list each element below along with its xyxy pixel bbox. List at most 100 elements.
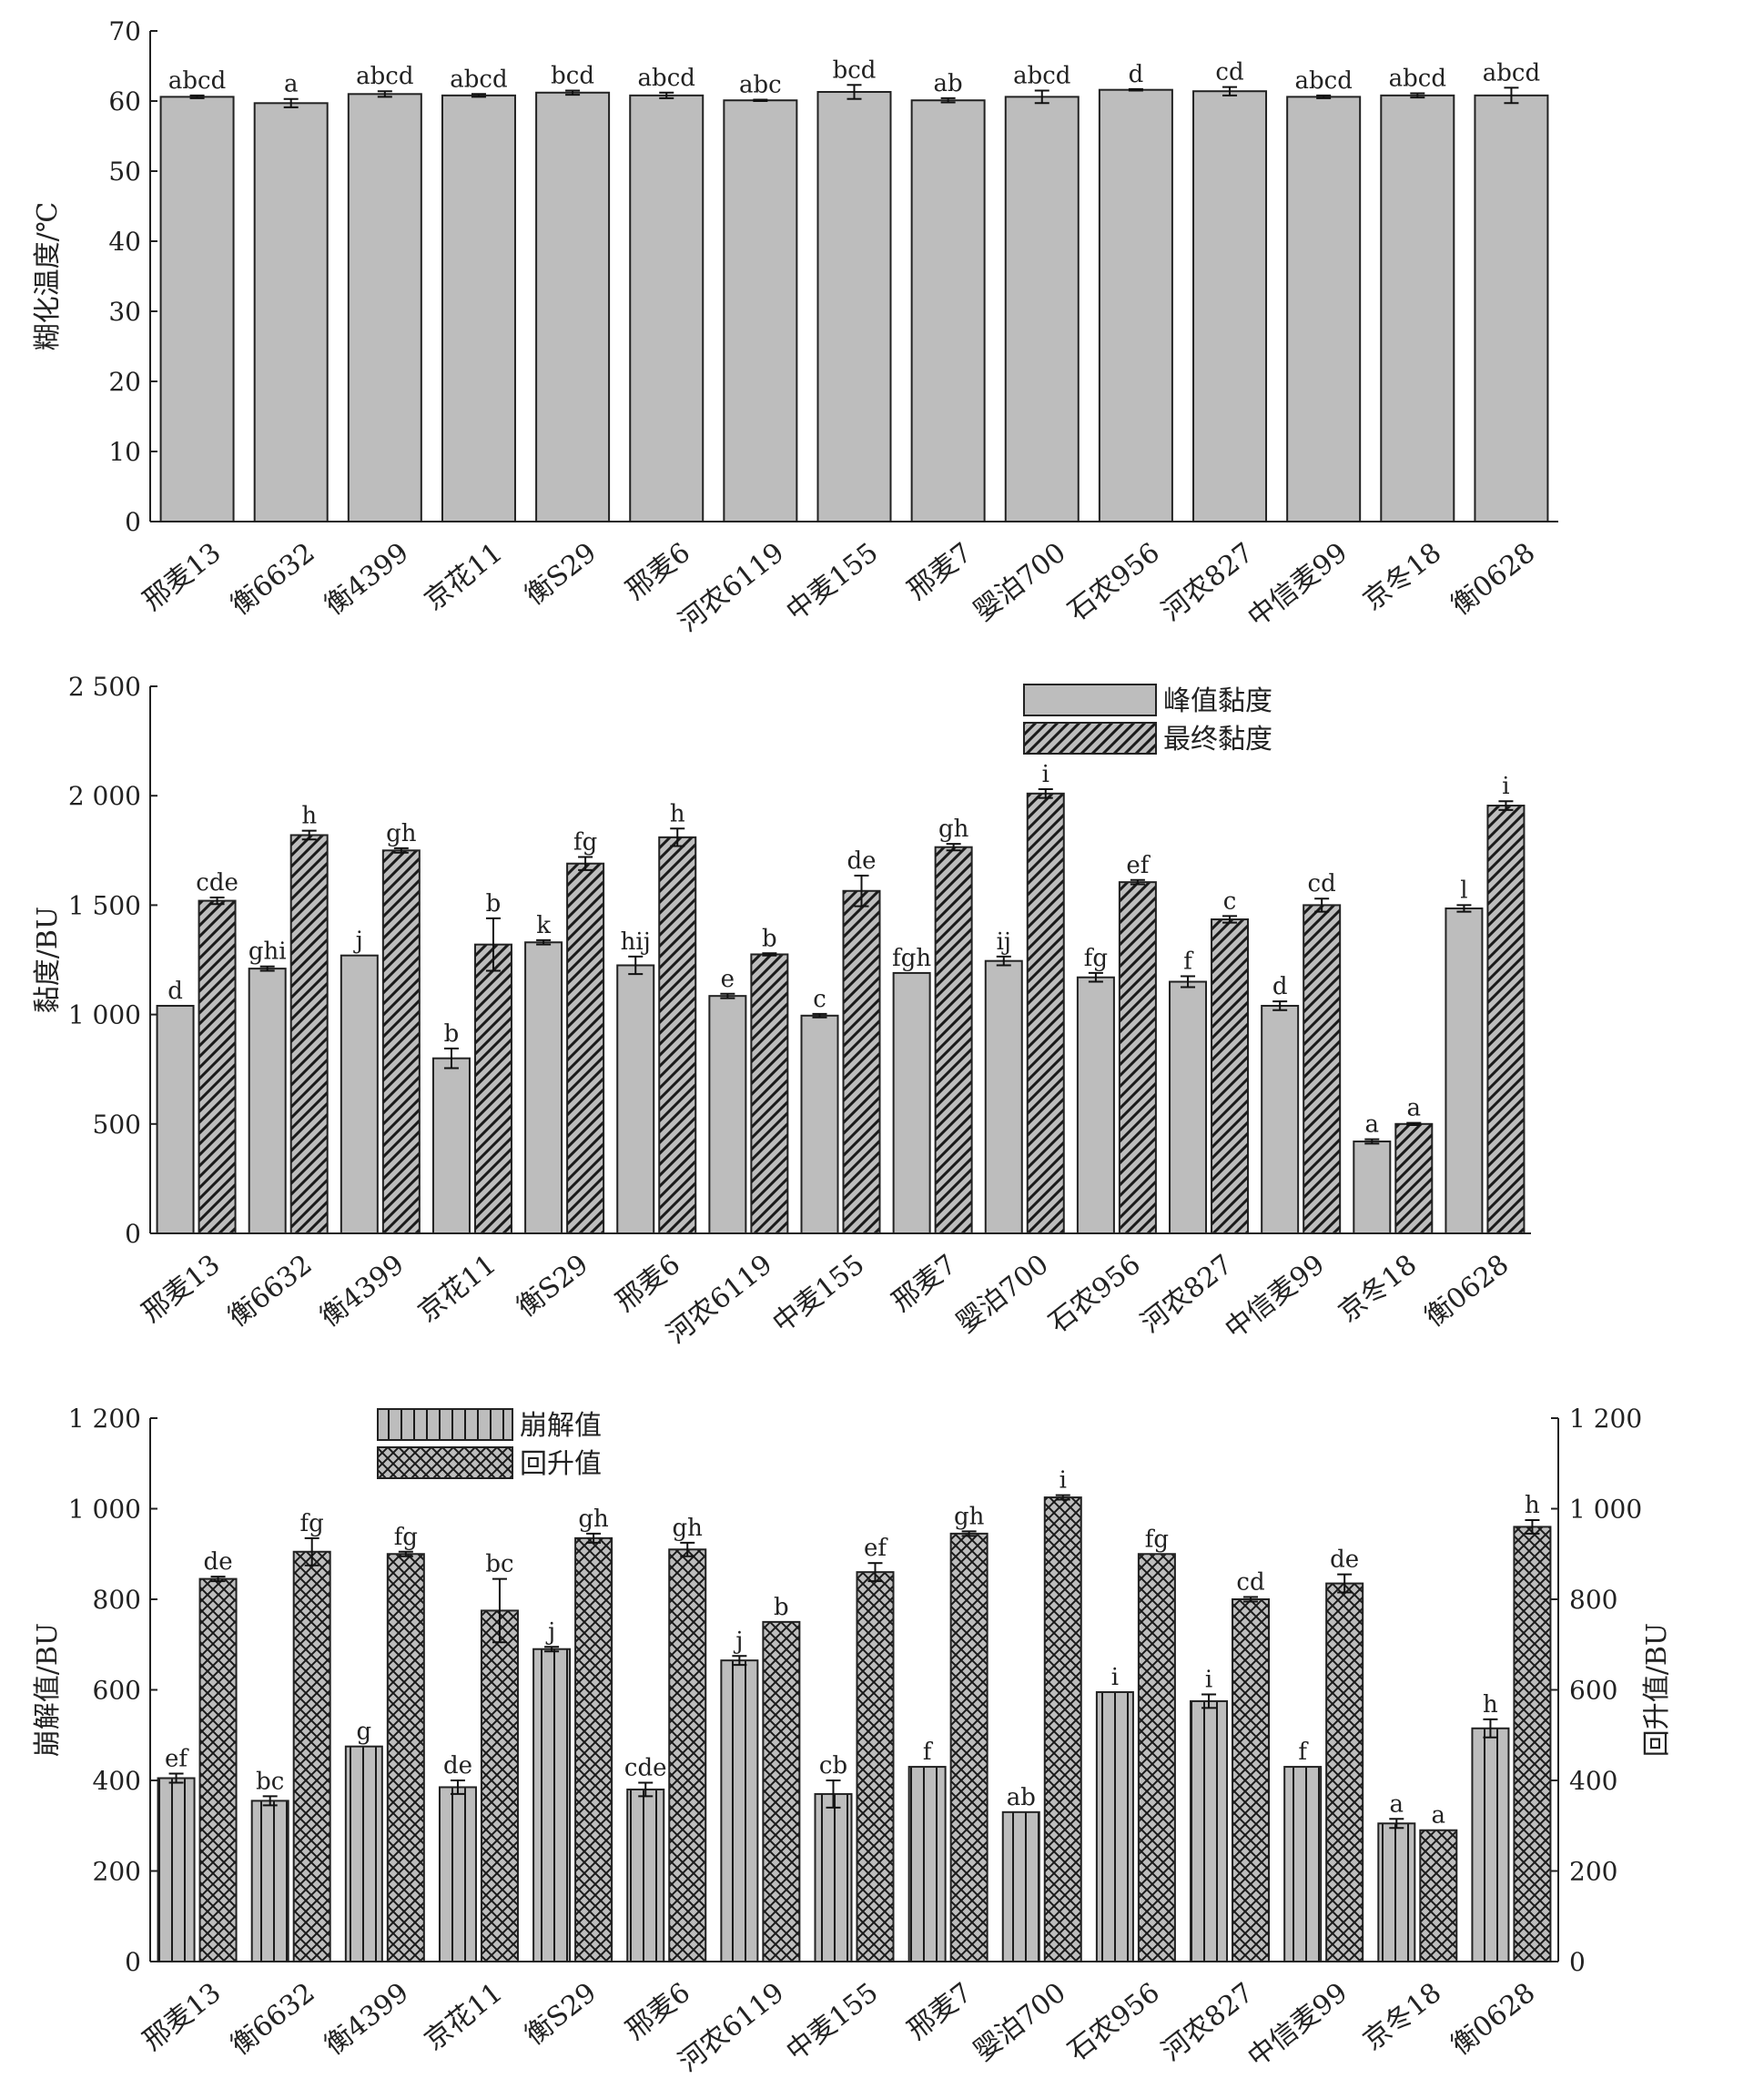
bar <box>1004 96 1080 522</box>
bar <box>431 1057 471 1235</box>
bar <box>289 834 329 1234</box>
y-tick-label: 2 500 <box>68 672 141 702</box>
category-label: 衡6632 <box>225 537 320 622</box>
bar <box>566 862 605 1234</box>
significance-label: a <box>1365 1111 1380 1139</box>
significance-label: cb <box>819 1752 847 1780</box>
significance-label: d <box>1129 61 1144 88</box>
significance-label: k <box>536 912 551 939</box>
category-label: 婴泊700 <box>968 1977 1072 2068</box>
y2-tick-label: 1 000 <box>1569 1495 1642 1525</box>
bar <box>386 1553 425 1962</box>
significance-label: a <box>1407 1095 1422 1122</box>
significance-label: ab <box>934 70 963 97</box>
y-tick-label: 800 <box>93 1585 141 1615</box>
chart-panel-3: 0 0 200 200 400 400 600 600 800 800 1 000 1 000 1 20… <box>32 1404 1673 2078</box>
bar <box>1419 1829 1458 1962</box>
bar <box>816 90 892 523</box>
bar <box>629 94 705 522</box>
category-label: 衡4399 <box>319 1977 414 2062</box>
category-label: 京冬18 <box>1357 1977 1447 2057</box>
significance-label: fg <box>1145 1526 1169 1553</box>
legend-swatch <box>1023 722 1157 755</box>
legend-swatch <box>377 1408 513 1441</box>
bar <box>1353 1141 1392 1234</box>
bar <box>347 93 422 523</box>
bar <box>934 846 973 1234</box>
bar <box>616 964 655 1234</box>
bar <box>1377 1822 1416 1962</box>
significance-label: abcd <box>356 63 413 90</box>
category-label: 河农6119 <box>673 537 790 639</box>
significance-label: abcd <box>1294 67 1352 95</box>
significance-label: de <box>847 847 876 875</box>
y-tick-label: 30 <box>108 297 141 327</box>
y-tick-label: 0 <box>125 507 141 537</box>
y-axis-title: 崩解值/BU <box>32 1623 64 1757</box>
y-tick-label: 200 <box>93 1857 141 1887</box>
y-tick-label: 2 000 <box>68 781 141 811</box>
bar <box>1471 1727 1510 1962</box>
bar <box>1137 1553 1176 1962</box>
significance-label: gh <box>386 820 417 847</box>
y-tick-label: 50 <box>108 157 141 187</box>
significance-label: j <box>353 928 363 955</box>
category-label: 邢麦6 <box>610 1249 686 1318</box>
bar <box>292 1550 331 1962</box>
y-tick-label: 70 <box>108 16 141 46</box>
bar <box>480 1609 519 1962</box>
bar <box>720 1659 759 1962</box>
category-label: 衡0628 <box>1445 1977 1541 2062</box>
significance-label: b <box>444 1020 460 1048</box>
bar <box>984 959 1023 1235</box>
significance-label: a <box>1432 1802 1446 1830</box>
category-label: 邢麦13 <box>137 1977 228 2057</box>
bar <box>626 1788 665 1962</box>
bar <box>156 1004 195 1235</box>
significance-label: b <box>486 890 502 918</box>
significance-label: abcd <box>1013 62 1070 89</box>
bar <box>250 1800 289 1962</box>
legend-label: 最终黏度 <box>1163 724 1272 755</box>
bar <box>574 1536 613 1963</box>
bar <box>1486 805 1526 1234</box>
significance-label: h <box>1525 1492 1540 1519</box>
bar <box>441 94 516 522</box>
significance-label: bcd <box>833 56 877 84</box>
significance-label: fg <box>394 1524 418 1551</box>
bar <box>949 1532 988 1963</box>
significance-label: h <box>670 800 685 827</box>
category-label: 邢麦6 <box>620 1977 696 2046</box>
bar <box>1261 1004 1300 1235</box>
category-label: 中麦155 <box>780 1977 884 2068</box>
significance-label: ij <box>997 928 1011 956</box>
bar <box>892 971 931 1234</box>
significance-label: f <box>1298 1739 1309 1766</box>
bar <box>800 1014 839 1234</box>
y-tick-label: 400 <box>93 1766 141 1796</box>
y-tick-label: 1 200 <box>68 1404 141 1434</box>
significance-label: bc <box>256 1768 284 1795</box>
significance-label: abcd <box>638 65 695 92</box>
significance-label: abcd <box>1483 59 1540 86</box>
significance-label: fg <box>300 1510 324 1537</box>
bar <box>473 943 512 1234</box>
significance-label: c <box>1223 887 1237 915</box>
y-tick-label: 0 <box>125 1219 141 1249</box>
legend-label: 峰值黏度 <box>1163 685 1272 717</box>
significance-label: fgh <box>892 945 931 972</box>
bar <box>340 954 379 1235</box>
category-label: 邢麦13 <box>137 537 228 617</box>
bar <box>1394 1122 1434 1235</box>
category-label: 邢麦6 <box>620 537 696 606</box>
bar <box>1192 90 1268 522</box>
bar <box>248 968 287 1234</box>
significance-label: f <box>1183 948 1194 976</box>
bar <box>532 1648 572 1962</box>
significance-label: a <box>1390 1790 1404 1818</box>
significance-label: ab <box>1007 1784 1036 1811</box>
significance-label: fg <box>1084 945 1108 972</box>
significance-label: fg <box>573 829 597 857</box>
significance-label: bc <box>485 1551 513 1578</box>
